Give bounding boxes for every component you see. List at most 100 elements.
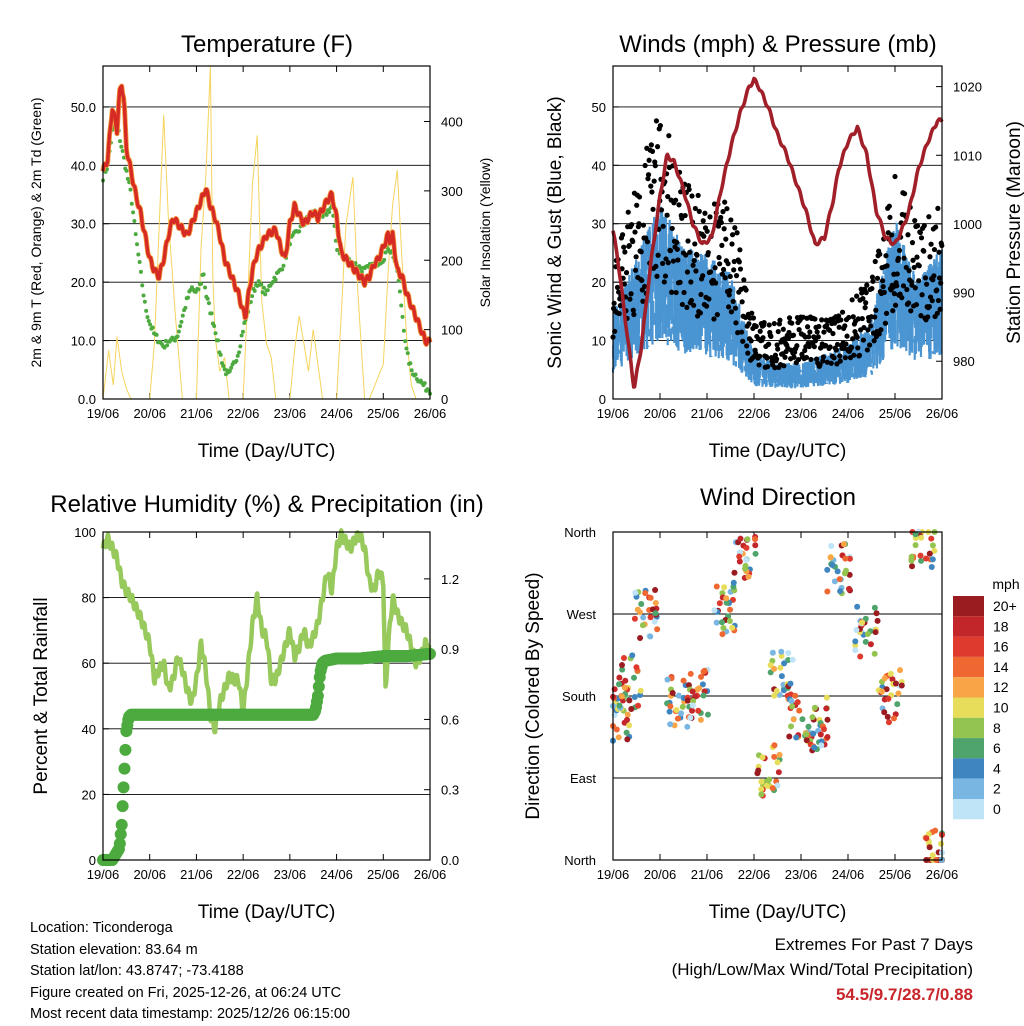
gust-point <box>811 334 817 340</box>
gust-point <box>644 239 651 245</box>
gust-point <box>719 242 725 248</box>
direction-point <box>697 716 704 723</box>
gust-point <box>685 183 692 189</box>
dewpoint-point <box>212 324 217 329</box>
x-tick-label: 21/06 <box>180 867 213 882</box>
gust-point <box>688 279 694 285</box>
direction-point <box>796 707 803 714</box>
direction-point <box>731 569 738 576</box>
plot-border <box>612 531 943 861</box>
gust-point <box>905 232 911 238</box>
colorbar-label: 12 <box>993 679 1009 695</box>
dewpoint-point <box>221 363 226 368</box>
direction-point <box>630 674 637 681</box>
direction-point <box>885 719 892 726</box>
direction-point <box>719 631 726 638</box>
colorbar-label: 18 <box>993 618 1009 634</box>
gust-point <box>737 247 743 253</box>
direction-point <box>647 633 654 640</box>
station-info: Location: Ticonderoga Station elevation:… <box>30 918 350 1026</box>
y2-tick-label: 0.9 <box>441 642 459 657</box>
gust-point <box>629 222 635 228</box>
x-tick-label: 20/06 <box>133 406 166 421</box>
y2-tick-label: 300 <box>441 184 463 199</box>
gust-point <box>731 258 737 265</box>
gust-point <box>764 364 771 370</box>
x-tick-label: 23/06 <box>785 406 818 421</box>
gust-point <box>880 284 886 290</box>
gust-point <box>935 205 941 211</box>
direction-point <box>667 721 674 728</box>
gust-point <box>785 335 792 341</box>
dewpoint-point <box>120 149 125 154</box>
gust-point <box>745 350 751 356</box>
x-tick-label: 23/06 <box>274 867 307 882</box>
dewpoint-point <box>383 250 388 255</box>
gust-point <box>727 273 733 280</box>
gust-point <box>626 242 632 249</box>
gust-point <box>861 324 867 331</box>
gust-point <box>660 223 666 229</box>
gust-point <box>795 356 802 363</box>
direction-point <box>730 579 737 586</box>
direction-point <box>777 664 784 671</box>
x-axis-label: Time (Day/UTC) <box>709 441 847 462</box>
gust-point <box>782 354 788 360</box>
gust-point <box>691 302 697 308</box>
direction-point <box>827 554 834 561</box>
chart-title: Winds (mph) & Pressure (mb) <box>619 31 936 58</box>
dewpoint-point <box>401 328 406 333</box>
direction-point <box>684 723 691 730</box>
y2-tick-label: 1020 <box>953 80 982 95</box>
dewpoint-point <box>213 331 218 336</box>
direction-point <box>711 607 718 614</box>
direction-point <box>637 687 644 694</box>
gust-point <box>934 287 940 293</box>
direction-point <box>687 714 694 721</box>
direction-point <box>874 617 881 624</box>
dewpoint-point <box>119 144 124 149</box>
extremes-subtitle: (High/Low/Max Wind/Total Precipitation) <box>671 960 973 979</box>
x-tick-label: 21/06 <box>180 406 213 421</box>
direction-point <box>811 744 818 751</box>
gust-point <box>630 238 636 245</box>
colorbar-label: 4 <box>993 760 1001 776</box>
gust-point <box>726 292 732 298</box>
gust-point <box>716 254 722 261</box>
y-tick-label: 20 <box>592 275 606 290</box>
direction-point <box>912 542 919 549</box>
gust-point <box>638 249 644 255</box>
direction-point <box>700 692 707 699</box>
gust-point <box>927 254 933 260</box>
dewpoint-point <box>238 344 243 349</box>
colorbar-swatch <box>953 697 984 718</box>
gust-point <box>646 157 652 163</box>
gust-point <box>855 345 861 351</box>
direction-point <box>695 707 702 714</box>
gust-point <box>900 283 907 289</box>
direction-point <box>857 653 864 660</box>
gust-point <box>684 269 691 275</box>
direction-point <box>616 702 623 709</box>
gust-point <box>823 342 829 349</box>
precip-point <box>117 781 130 794</box>
gust-point <box>894 283 900 289</box>
gust-point <box>869 274 876 280</box>
gust-point <box>884 263 890 269</box>
gust-point <box>652 163 658 169</box>
direction-point <box>842 567 849 574</box>
gust-point <box>863 300 869 306</box>
direction-point <box>889 676 896 683</box>
gust-point <box>669 225 675 232</box>
gust-point <box>895 255 901 262</box>
gust-point <box>815 334 821 340</box>
direction-point <box>775 769 782 776</box>
gust-point <box>773 356 780 362</box>
y-tick-label: 40 <box>592 158 606 173</box>
gust-point <box>739 299 745 305</box>
direction-point <box>829 562 836 569</box>
gust-point <box>917 229 923 236</box>
gust-point <box>648 142 654 148</box>
dewpoint-point <box>237 350 242 355</box>
direction-point <box>885 695 892 702</box>
